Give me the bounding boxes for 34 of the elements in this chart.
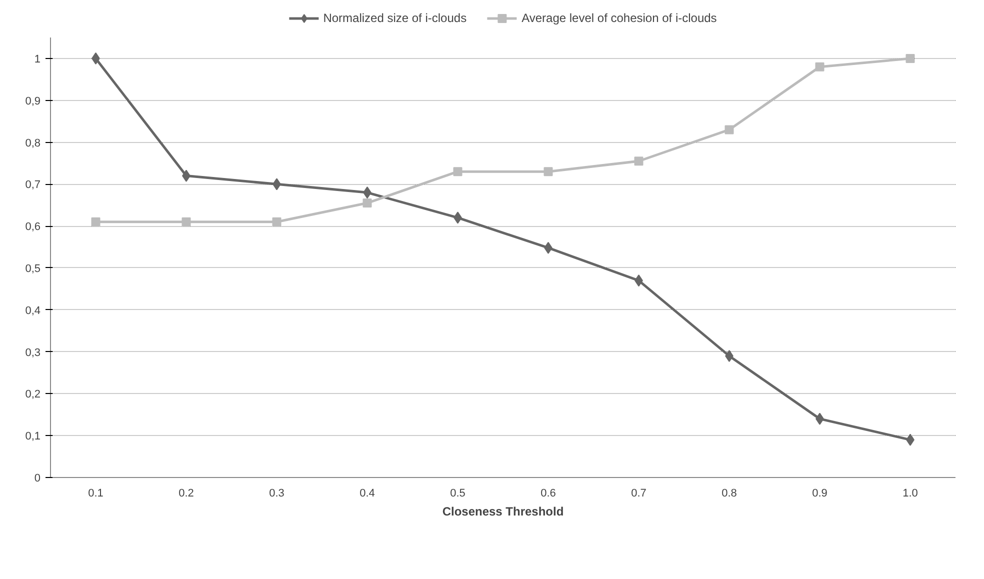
y-tick-label: 1: [34, 53, 41, 66]
point: [272, 217, 282, 226]
x-axis-title: Closeness Threshold: [442, 504, 564, 518]
point: [815, 62, 824, 72]
y-tick-label: 0,8: [25, 137, 41, 150]
y-tick-label: 0,7: [25, 179, 41, 192]
y-tick-label: 0,9: [25, 95, 41, 108]
x-tick-label: 0.3: [269, 488, 284, 500]
x-tick-label: 0.2: [178, 488, 194, 500]
x-tick-label: 1.0: [902, 488, 918, 500]
y-tick-label: 0,3: [25, 346, 41, 359]
x-tick-label: 0.4: [360, 488, 375, 500]
point: [453, 167, 462, 176]
point: [362, 198, 372, 208]
x-tick-label: 0.9: [812, 488, 828, 500]
y-tick-label: 0,1: [25, 430, 41, 443]
point: [634, 156, 644, 166]
point: [91, 217, 100, 226]
x-tick-label: 0.8: [722, 488, 737, 500]
point: [906, 54, 915, 63]
point: [182, 217, 191, 226]
x-tick-label: 0.1: [88, 488, 104, 500]
y-tick-label: 0,5: [25, 262, 41, 275]
point: [544, 167, 553, 176]
point: [724, 125, 734, 134]
x-tick-label: 0.5: [450, 488, 466, 500]
x-tick-label: 0.6: [540, 488, 556, 500]
legend-label: Normalized size of i-clouds: [323, 11, 467, 25]
y-tick-label: 0,2: [25, 388, 41, 401]
y-tick-label: 0,6: [25, 221, 41, 234]
y-tick-label: 0: [34, 472, 41, 484]
x-tick-label: 0.7: [631, 488, 646, 500]
y-tick-label: 0,4: [25, 304, 41, 317]
legend-label: Average level of cohesion of i-clouds: [522, 11, 717, 25]
